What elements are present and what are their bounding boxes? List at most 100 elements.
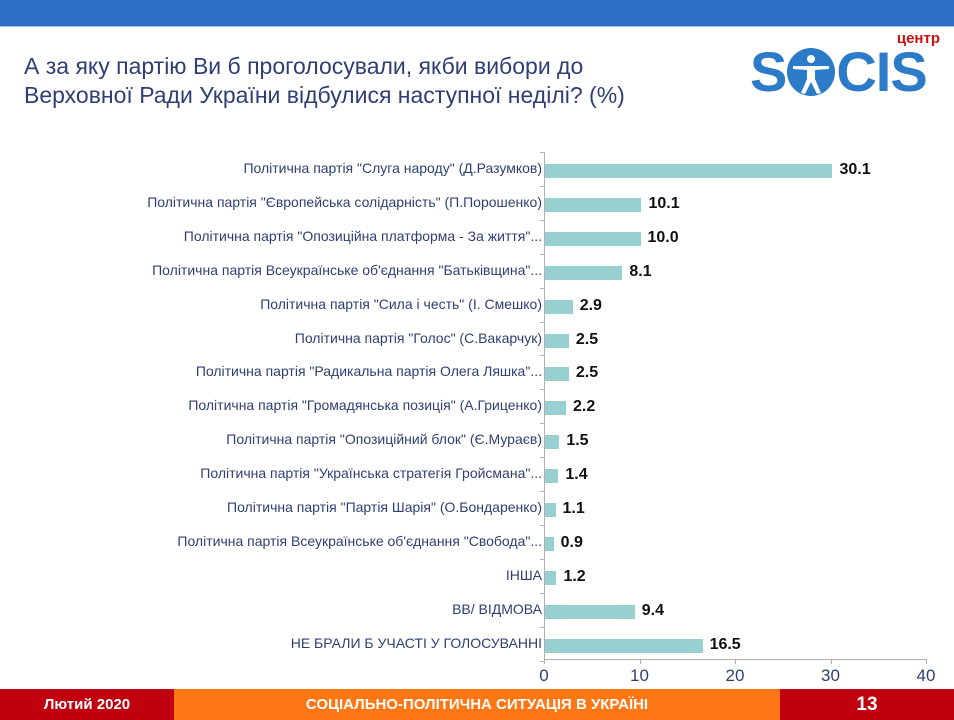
bar [545,604,635,619]
chart-row: Політична партія "Українська стратегія Г… [0,457,954,491]
bar [545,164,833,178]
category-label: Політична партія "Опозиційна платформа -… [183,227,542,244]
bar [545,638,703,653]
y-tick [540,457,545,459]
vitruvian-figure-icon [787,48,836,96]
category-label: Політична партія Всеукраїнське об'єднанн… [177,532,542,549]
y-tick [540,219,545,221]
footer-date: Лютий 2020 [0,689,174,720]
category-label: Політична партія "Сила і честь" (І. Смеш… [260,295,542,312]
logo-wordmark: S CIS [750,40,928,103]
value-label: 2.5 [575,330,599,348]
y-axis [544,152,545,660]
y-tick [540,253,545,255]
chart-row: Політична партія "Опозиційний блок" (Є.М… [0,423,954,457]
y-tick [540,558,545,560]
title-line-1: А за яку партію Ви б проголосували, якби… [24,53,584,79]
top-banner [0,0,954,27]
y-tick [540,524,545,526]
y-tick [540,389,545,391]
chart-row: Політична партія "Радикальна партія Олег… [0,355,954,389]
footer-subtitle: СОЦІАЛЬНО-ПОЛІТИЧНА СИТУАЦІЯ В УКРАЇНІ [174,689,780,720]
chart-row: Політична партія "Європейська солідарніс… [0,186,954,220]
category-label: Політична партія "Опозиційний блок" (Є.М… [226,431,542,448]
bar [545,333,569,348]
x-tick-label: 30 [821,666,840,685]
x-tick-label: 0 [539,666,549,685]
y-tick [540,660,545,662]
y-tick [540,152,545,153]
chart-row: Політична партія "Слуга народу" (Д.Разум… [0,152,954,186]
chart-row: Політична партія "Громадянська позиція" … [0,389,954,423]
title-line-2: Верховної Ради України відбулися наступн… [24,82,625,108]
footer-bar: Лютий 2020 СОЦІАЛЬНО-ПОЛІТИЧНА СИТУАЦІЯ … [0,689,954,720]
y-tick [540,185,545,187]
category-label: Політична партія "Радикальна партія Олег… [195,363,542,380]
x-tick [639,659,641,664]
page-number: 13 [780,689,954,720]
x-tick [735,659,736,664]
y-tick [540,287,545,289]
bar [545,197,642,212]
category-label: Політична партія "Голос" (С.Вакарчук) [294,329,542,346]
y-tick [540,491,545,492]
category-label: Політична партія "Українська стратегія Г… [200,465,542,482]
value-label: 2.9 [579,296,602,314]
bar [545,469,559,484]
logo-letters-cis: CIS [836,40,927,103]
category-label: НЕ БРАЛИ Б УЧАСТІ У ГОЛОСУВАННІ [290,634,542,651]
y-tick [540,592,545,594]
chart-row: Політична партія "Сила і честь" (І. Смеш… [0,288,954,322]
bar [545,367,569,382]
x-tick-label: 20 [725,666,745,685]
value-label: 10.0 [647,228,679,246]
chart-row: Політична партія "Голос" (С.Вакарчук) 2.5 [0,322,954,356]
chart-row: ВВ/ ВІДМОВА 9.4 [0,593,954,627]
value-label: 2.2 [573,398,596,416]
category-label: Політична партія "Слуга народу" (Д.Разум… [243,160,542,176]
y-tick [540,321,545,323]
category-label: Політична партія "Громадянська позиція" … [188,397,542,414]
category-label: ВВ/ ВІДМОВА [452,600,542,617]
y-tick [540,355,545,357]
value-label: 9.4 [641,601,665,619]
chart-row: Політична партія "Опозиційна платформа -… [0,220,954,254]
chart-row: ІНША 1.2 [0,559,954,593]
y-tick [540,423,545,425]
category-label: ІНША [505,566,542,583]
category-label: Політична партія Всеукраїнське об'єднанн… [152,261,542,278]
bar [545,231,641,246]
value-label: 16.5 [709,635,741,653]
x-tick-label: 10 [630,666,649,685]
value-label: 1.4 [565,466,588,484]
value-label: 1.5 [566,432,589,450]
y-tick [540,626,545,628]
bar [545,503,556,517]
category-label: Політична партія "Партія Шарія" (О.Бонда… [227,499,542,515]
bar [545,536,554,551]
x-tick-label: 40 [916,666,936,685]
value-label: 8.1 [629,262,652,280]
logo-letter-s: S [750,40,787,103]
logo-centr-text: центр [896,30,940,47]
x-tick [926,659,927,664]
chart-row: НЕ БРАЛИ Б УЧАСТІ У ГОЛОСУВАННІ 16.5 [0,627,954,661]
x-tick [830,659,832,664]
value-label: 1.2 [563,567,586,585]
bar [545,435,560,450]
value-label: 2.5 [575,364,599,382]
category-label: Політична партія "Європейська солідарніс… [147,193,542,210]
chart-row: Політична партія "Партія Шарія" (О.Бонда… [0,491,954,525]
bar [545,401,566,416]
value-label: 30.1 [839,161,871,178]
socis-logo: центр S CIS [750,30,950,105]
x-tick [544,659,545,664]
chart-row: Політична партія Всеукраїнське об'єднанн… [0,525,954,559]
page-title: А за яку партію Ви б проголосували, якби… [24,52,724,110]
bar [545,299,573,314]
value-label: 1.1 [562,500,585,517]
value-label: 0.9 [560,533,583,551]
chart-row: Політична партія Всеукраїнське об'єднанн… [0,254,954,288]
bar [545,265,623,280]
value-label: 10.1 [648,194,680,212]
